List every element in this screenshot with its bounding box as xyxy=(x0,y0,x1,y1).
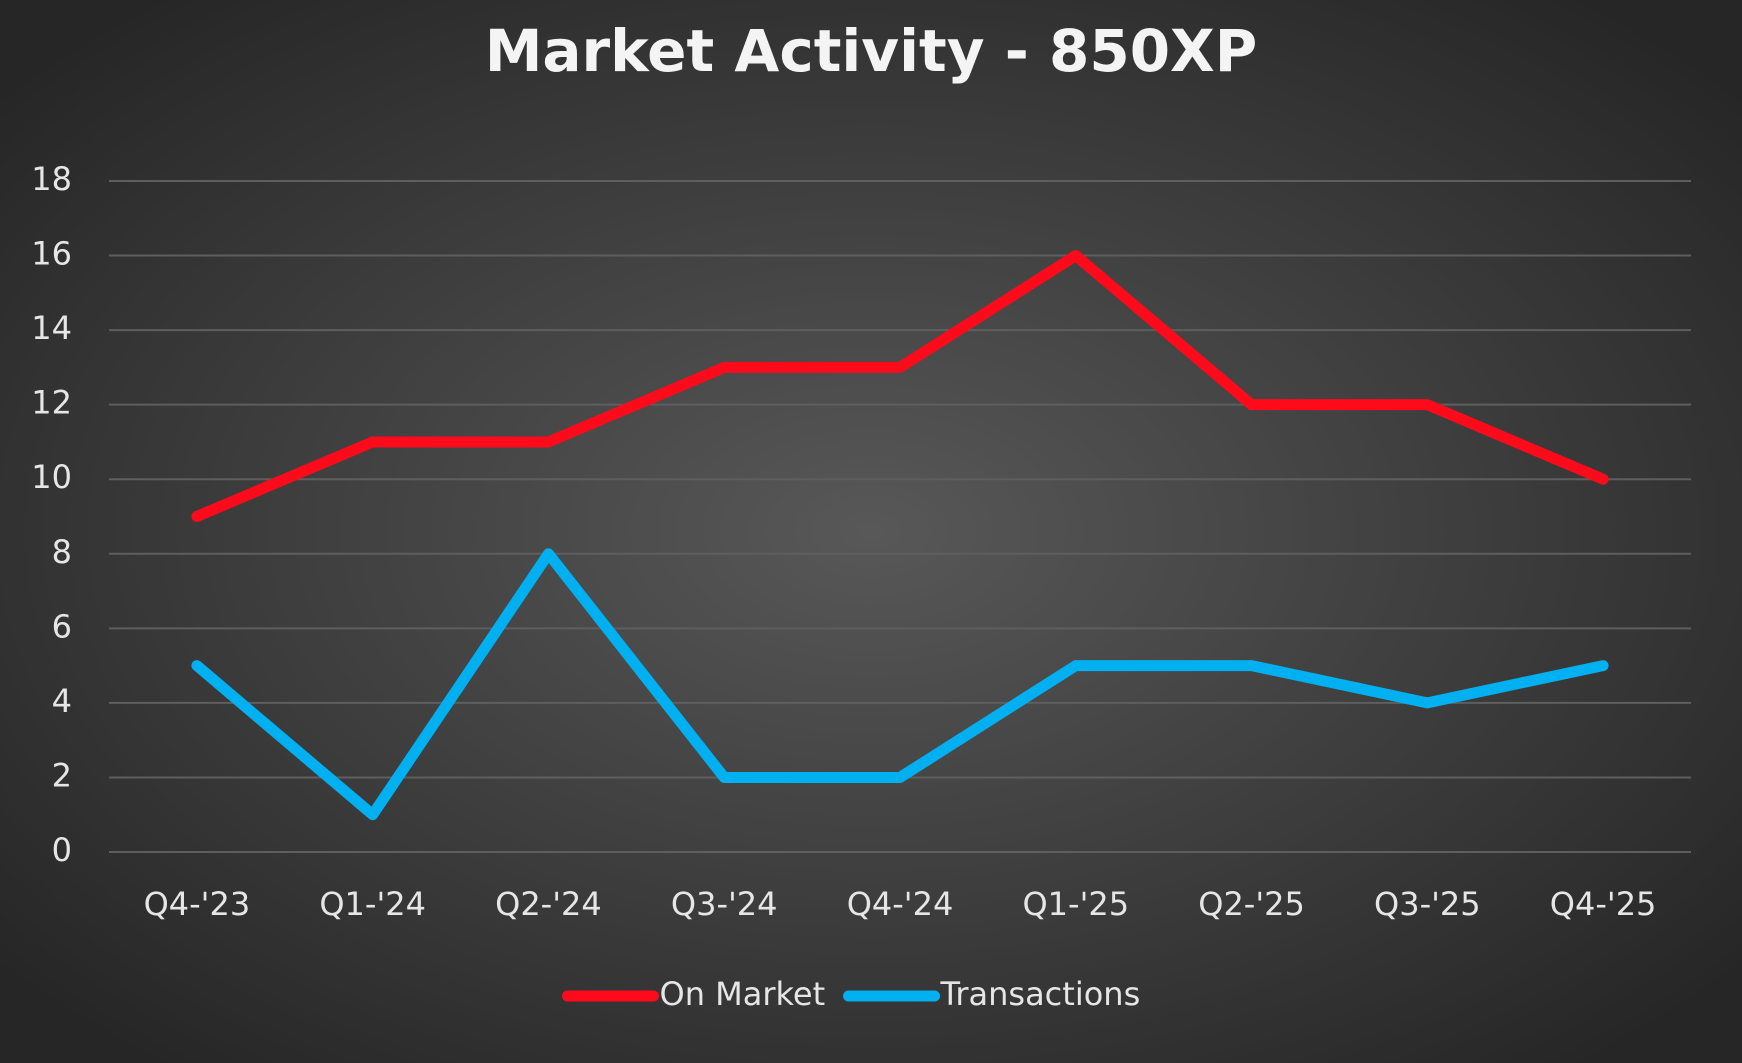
y-tick-label: 16 xyxy=(31,235,72,273)
y-tick-label: 14 xyxy=(31,309,72,347)
x-tick-label: Q2-'25 xyxy=(1198,885,1305,923)
y-tick-label: 10 xyxy=(31,458,72,496)
x-tick-label: Q1-'25 xyxy=(1022,885,1129,923)
x-tick-label: Q2-'24 xyxy=(495,885,602,923)
x-tick-label: Q1-'24 xyxy=(319,885,426,923)
x-tick-label: Q4-'25 xyxy=(1550,885,1657,923)
y-tick-label: 18 xyxy=(31,160,72,198)
series-line xyxy=(191,250,1609,522)
x-tick-label: Q3-'24 xyxy=(671,885,778,923)
y-tick-label: 2 xyxy=(52,756,72,794)
y-tick-label: 12 xyxy=(31,384,72,422)
x-tick-label: Q3-'25 xyxy=(1374,885,1481,923)
x-tick-label: Q4-'24 xyxy=(847,885,954,923)
y-tick-label: 8 xyxy=(52,533,72,571)
y-tick-label: 0 xyxy=(52,831,72,869)
legend-label: Transactions xyxy=(940,975,1141,1013)
x-tick-label: Q4-'23 xyxy=(144,885,251,923)
legend-label: On Market xyxy=(660,975,826,1013)
chart-title: Market Activity - 850XP xyxy=(485,17,1258,85)
y-tick-label: 4 xyxy=(52,682,72,720)
series-line xyxy=(191,548,1609,821)
y-tick-label: 6 xyxy=(52,607,72,645)
